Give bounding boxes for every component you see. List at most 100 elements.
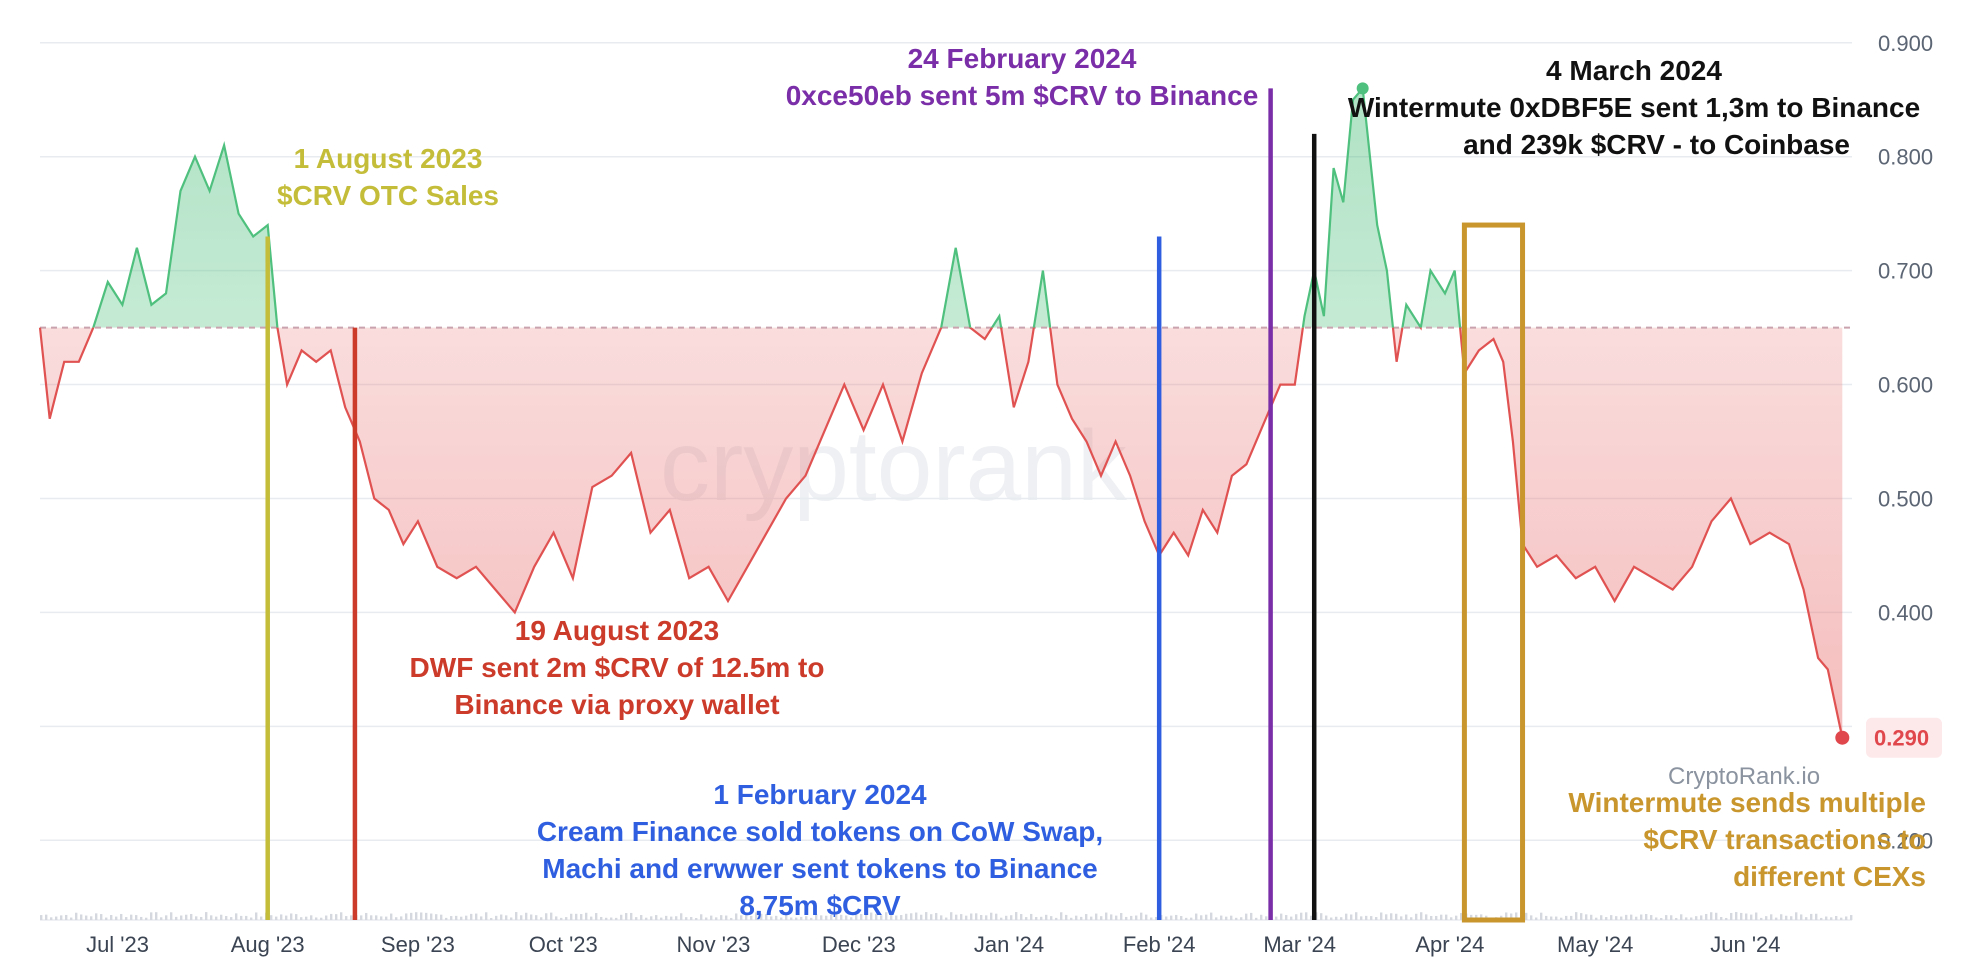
volume-bar: [240, 915, 243, 920]
volume-bar: [1310, 915, 1313, 920]
x-tick-label: Nov '23: [676, 932, 750, 957]
volume-bar: [1250, 912, 1253, 920]
volume-bar: [1515, 912, 1518, 920]
volume-bar: [1780, 914, 1783, 920]
volume-bar: [435, 914, 438, 920]
volume-bar: [1100, 916, 1103, 920]
volume-bar: [655, 915, 658, 920]
x-tick-label: Dec '23: [822, 932, 896, 957]
volume-bar: [1640, 914, 1643, 920]
volume-bar: [1120, 913, 1123, 920]
volume-bar: [1660, 917, 1663, 920]
volume-bar: [1415, 913, 1418, 920]
y-tick-label: 0.600: [1878, 373, 1933, 398]
volume-bar: [495, 915, 498, 920]
volume-bar: [1325, 915, 1328, 920]
volume-bar: [925, 912, 928, 920]
x-tick-label: Mar '24: [1263, 932, 1336, 957]
volume-bar: [105, 917, 108, 920]
volume-bar: [650, 916, 653, 920]
volume-bar: [485, 912, 488, 920]
volume-bar: [580, 914, 583, 920]
volume-bar: [1480, 914, 1483, 920]
volume-bar: [145, 917, 148, 920]
volume-bar: [1420, 912, 1423, 920]
volume-bar: [1425, 914, 1428, 920]
volume-bar: [800, 916, 803, 920]
volume-bar: [1170, 915, 1173, 920]
volume-bar: [1430, 915, 1433, 920]
volume-bar: [230, 917, 233, 920]
volume-bar: [1450, 917, 1453, 920]
annotations: 1 August 2023 $CRV OTC Sales 19 August 202…: [265, 43, 1926, 923]
volume-bar: [600, 916, 603, 920]
volume-bar: [1670, 915, 1673, 920]
volume-bar: [915, 912, 918, 920]
volume-bar: [1625, 914, 1628, 920]
volume-bar: [1510, 913, 1513, 920]
volume-bar: [90, 916, 93, 920]
volume-bar: [935, 913, 938, 920]
volume-bar: [1605, 917, 1608, 920]
volume-bar: [965, 915, 968, 920]
volume-bar: [165, 915, 168, 920]
volume-bar: [620, 914, 623, 920]
volume-bar: [670, 916, 673, 920]
peak-dot: [1356, 82, 1369, 95]
volume-bar: [330, 913, 333, 920]
volume-bar: [820, 915, 823, 920]
volume-bar: [1405, 914, 1408, 920]
volume-bar: [140, 916, 143, 920]
volume-bar: [1835, 916, 1838, 920]
volume-bar: [1035, 916, 1038, 920]
y-tick-label: 0.900: [1878, 31, 1933, 56]
volume-bar: [785, 912, 788, 920]
annotation-box: [1461, 222, 1526, 923]
volume-bar: [875, 913, 878, 920]
volume-bar: [1635, 916, 1638, 920]
volume-bar: [1075, 915, 1078, 920]
volume-bar: [275, 916, 278, 920]
volume-bar: [1030, 913, 1033, 920]
x-tick-label: Sep '23: [381, 932, 455, 957]
volume-bar: [1015, 912, 1018, 920]
volume-bar: [510, 917, 513, 920]
volume-bar: [1355, 912, 1358, 920]
volume-bar: [1360, 916, 1363, 920]
volume-bar: [375, 915, 378, 920]
volume-bar: [615, 917, 618, 920]
volume-bar: [155, 912, 158, 920]
volume-bar: [1595, 917, 1598, 920]
volume-bar: [430, 913, 433, 920]
volume-bar: [1810, 913, 1813, 920]
volume-bar: [1795, 912, 1798, 920]
volume-bar: [490, 917, 493, 920]
volume-bar: [1720, 916, 1723, 920]
annotation-text: $CRV transactions to: [1643, 824, 1926, 855]
volume-bar: [415, 912, 418, 920]
volume-bar: [1395, 913, 1398, 920]
volume-bar: [1025, 917, 1028, 920]
volume-bar: [1545, 915, 1548, 920]
y-tick-label: 0.200: [1878, 828, 1933, 853]
volume-bar: [1535, 917, 1538, 920]
volume-bar: [1565, 915, 1568, 920]
x-tick-label: Oct '23: [529, 932, 598, 957]
x-tick-label: Aug '23: [231, 932, 305, 957]
volume-bar: [705, 917, 708, 920]
x-tick-label: Feb '24: [1123, 932, 1196, 957]
volume-bar: [1065, 914, 1068, 920]
volume-bar: [1185, 917, 1188, 920]
volume-bar: [1540, 912, 1543, 920]
x-tick-label: Jun '24: [1710, 932, 1780, 957]
volume-bar: [150, 912, 153, 920]
volume-bar: [185, 914, 188, 920]
volume-bar: [1115, 915, 1118, 920]
volume-bar: [1845, 916, 1848, 920]
volume-bar: [235, 913, 238, 920]
annotation-text: Binance via proxy wallet: [454, 689, 779, 720]
volume-bar: [1375, 917, 1378, 920]
volume-bar: [380, 916, 383, 920]
y-tick-label: 0.700: [1878, 259, 1933, 284]
volume-bar: [280, 914, 283, 920]
